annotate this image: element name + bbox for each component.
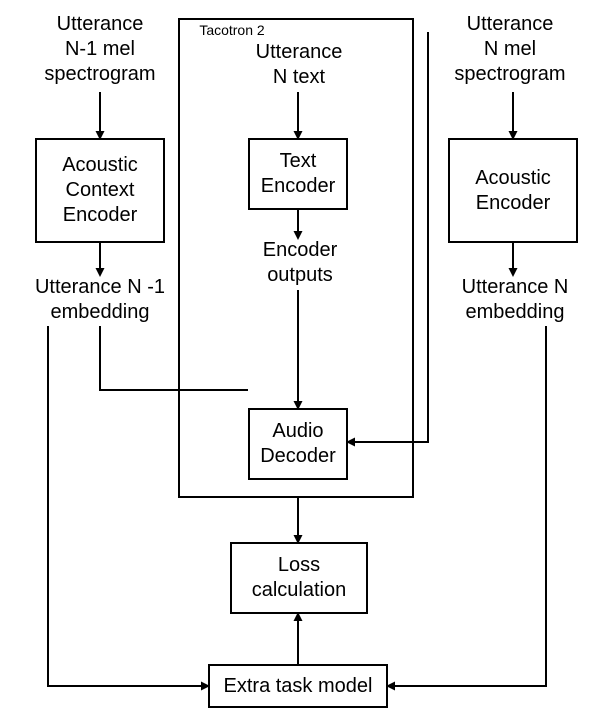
label-encoder-outputs: Encoder outputs <box>230 238 370 288</box>
box-text-encoder: Text Encoder <box>248 138 348 210</box>
box-text: Extra task model <box>224 674 373 699</box>
box-extra-task-model: Extra task model <box>208 664 388 708</box>
label-utterance-n-1-mel-spectrogram: Utterance N-1 mel spectrogram <box>30 12 170 87</box>
label-tacotron-2: Tacotron 2 <box>182 22 282 40</box>
box-text: Text Encoder <box>261 149 336 199</box>
box-text: Audio Decoder <box>260 419 336 469</box>
box-acoustic-context-encoder: Acoustic Context Encoder <box>35 138 165 243</box>
label-utterance-n-1-embedding: Utterance N -1 embedding <box>20 275 180 325</box>
box-audio-decoder: Audio Decoder <box>248 408 348 480</box>
label-utterance-n-mel-spectrogram: Utterance N mel spectrogram <box>440 12 580 87</box>
box-acoustic-encoder: Acoustic Encoder <box>448 138 578 243</box>
box-loss-calculation: Loss calculation <box>230 542 368 614</box>
box-text: Acoustic Context Encoder <box>62 153 138 228</box>
label-utterance-n-text: Utterance N text <box>224 40 374 90</box>
box-text: Acoustic Encoder <box>475 166 551 216</box>
label-utterance-n-embedding: Utterance N embedding <box>440 275 590 325</box>
box-text: Loss calculation <box>252 553 347 603</box>
